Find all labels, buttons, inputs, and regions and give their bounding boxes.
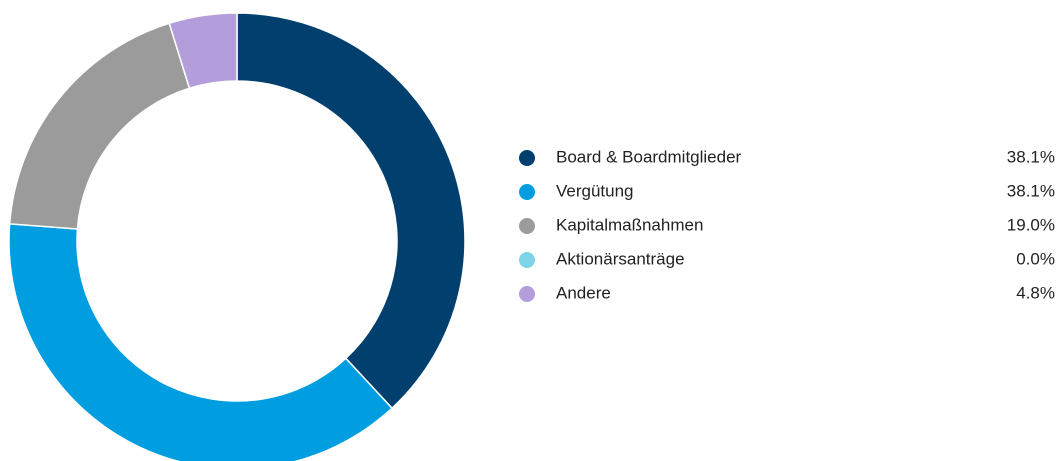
legend-dot	[519, 184, 535, 200]
legend-value: 19.0%	[1007, 215, 1055, 234]
legend-dot	[519, 150, 535, 166]
legend-value: 0.0%	[1016, 249, 1055, 268]
legend-dot	[519, 252, 535, 268]
legend-label: Vergütung	[556, 181, 634, 200]
donut-slice	[8, 223, 394, 461]
donut-slice	[168, 12, 238, 90]
legend-label: Andere	[556, 283, 611, 302]
legend-label: Aktionärsanträge	[556, 249, 685, 268]
donut-slice	[8, 22, 191, 230]
legend-value: 38.1%	[1007, 147, 1055, 166]
donut-slice	[236, 12, 466, 410]
legend-label: Board & Boardmitglieder	[556, 147, 742, 166]
legend-dot	[519, 218, 535, 234]
legend-dot	[519, 286, 535, 302]
legend-value: 38.1%	[1007, 181, 1055, 200]
legend-value: 4.8%	[1016, 283, 1055, 302]
legend-label: Kapitalmaßnahmen	[556, 215, 703, 234]
